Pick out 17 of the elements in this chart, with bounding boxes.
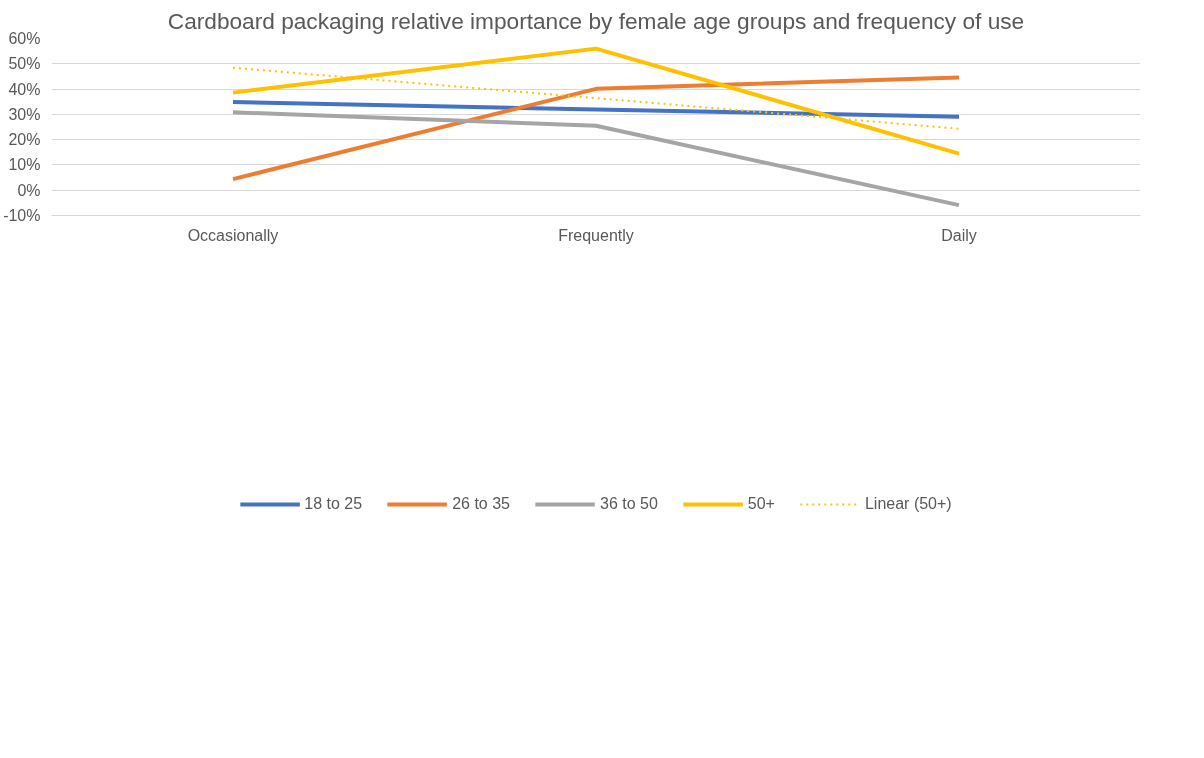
legend-label: 36 to 50 <box>599 495 658 513</box>
y-tick-label: -10% <box>3 207 41 224</box>
y-tick-label: 30% <box>8 105 41 123</box>
y-tick-label: 50% <box>8 55 41 73</box>
y-tick-label: 60% <box>8 30 41 47</box>
legend-label: 18 to 25 <box>304 495 363 513</box>
legend-label: Linear (50+) <box>864 495 952 513</box>
x-tick-label: Daily <box>941 226 977 244</box>
y-tick-label: 0% <box>17 181 41 199</box>
x-tick-label: Occasionally <box>187 226 279 244</box>
legend-label: 50+ <box>747 495 775 513</box>
y-tick-label: 40% <box>8 80 41 98</box>
y-tick-label: 10% <box>8 156 41 174</box>
legend-label: 26 to 35 <box>452 495 510 513</box>
y-tick-label: 20% <box>8 131 41 149</box>
x-tick-label: Frequently <box>558 226 634 244</box>
chart-title: Cardboard packaging relative importance by female age groups and frequency of use <box>167 7 1025 34</box>
